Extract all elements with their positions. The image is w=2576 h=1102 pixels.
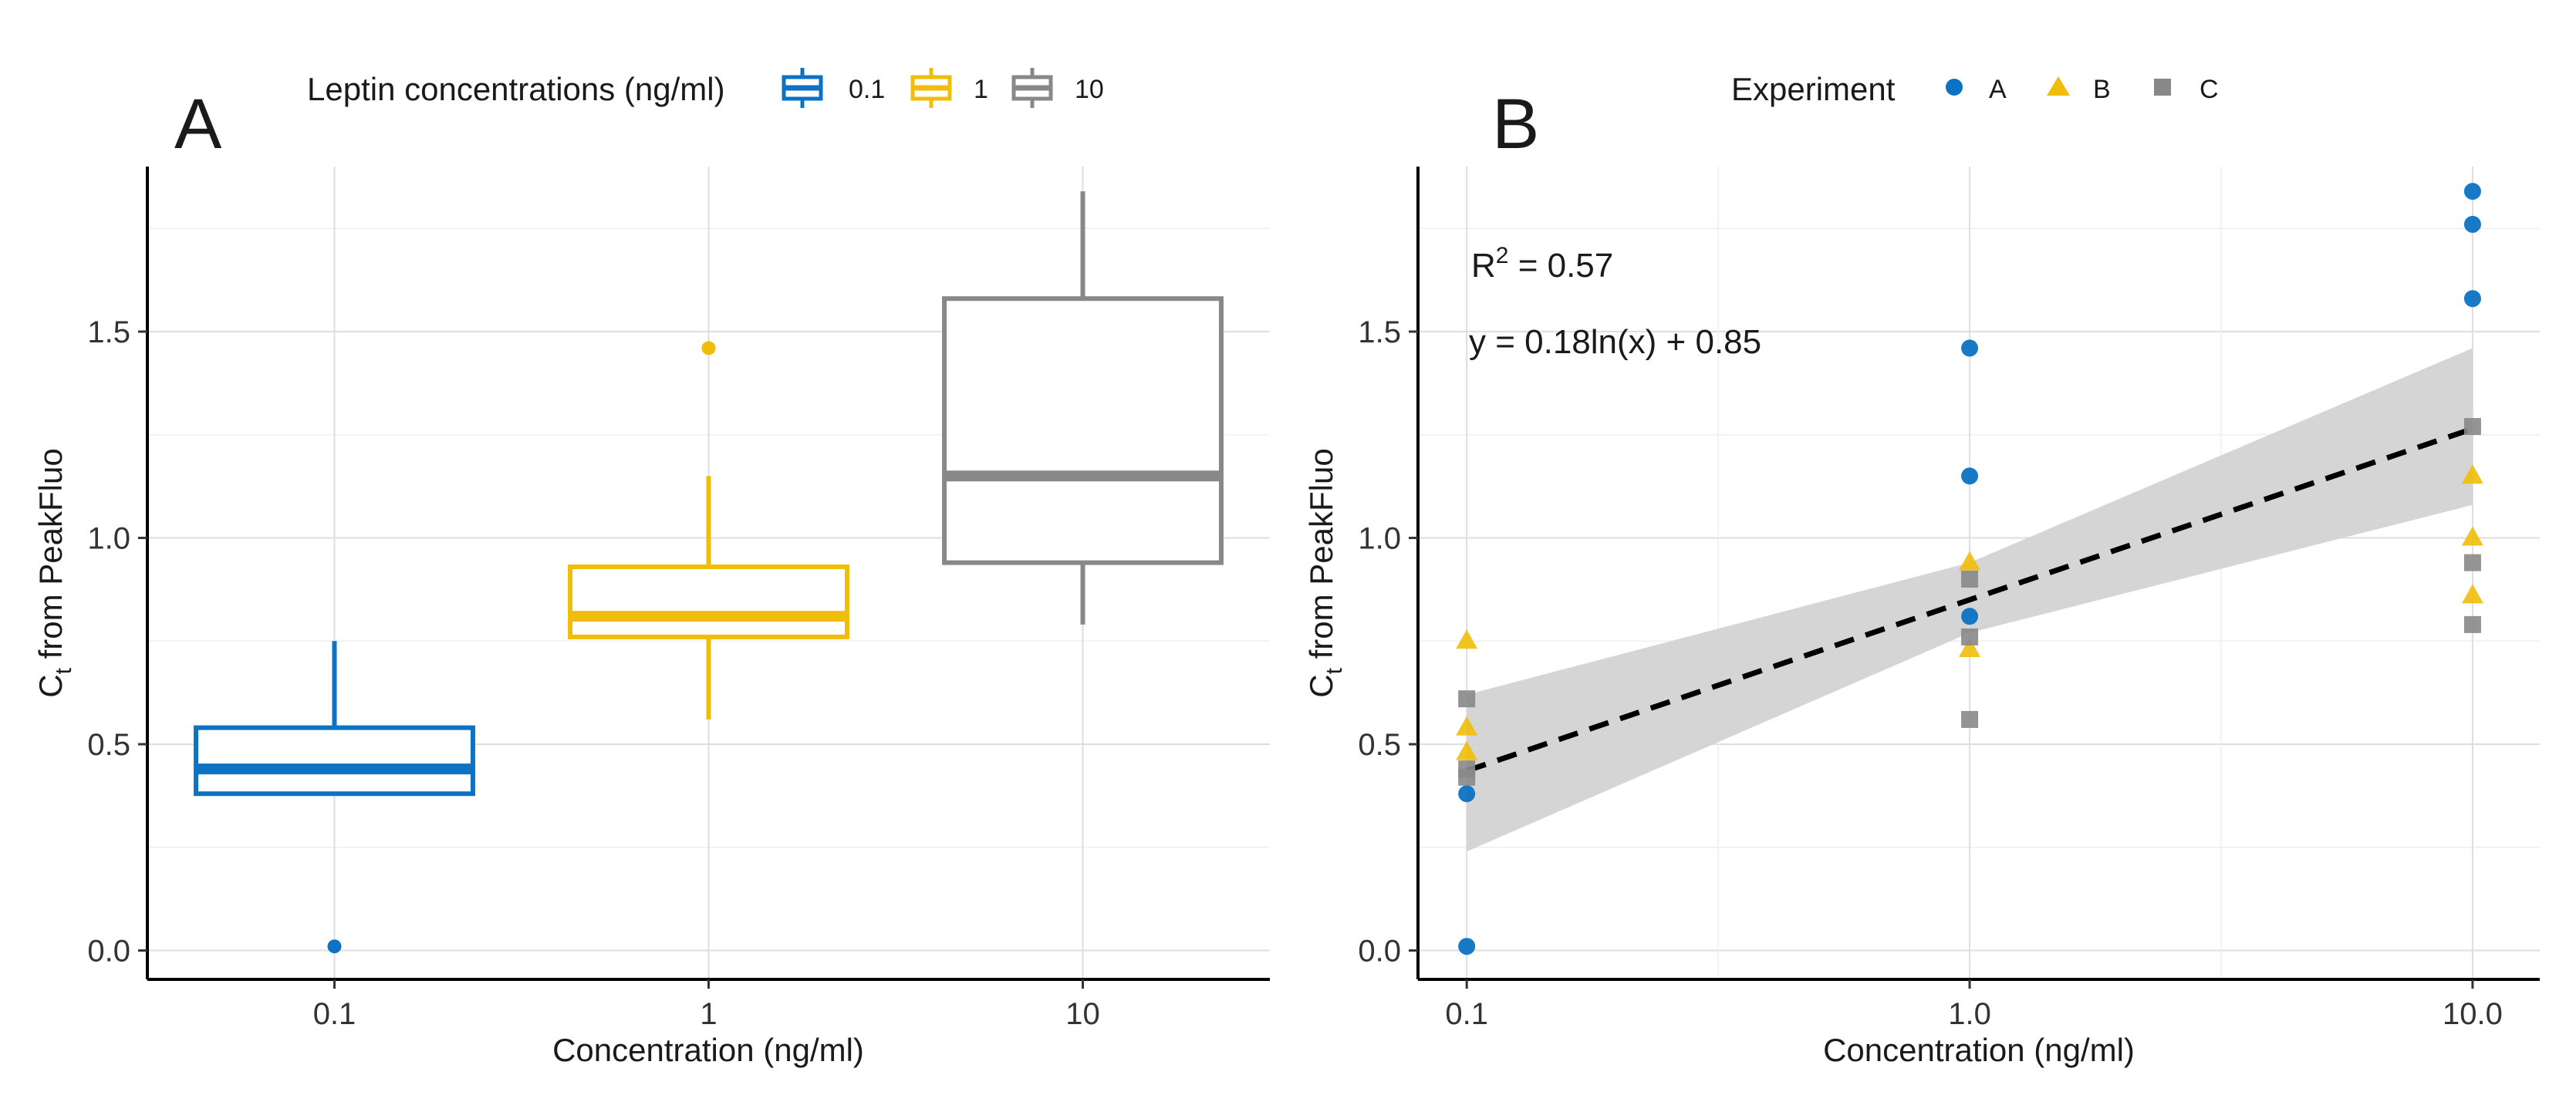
box-iqr — [194, 725, 475, 797]
point-experiment-a — [1458, 938, 1476, 955]
panel-b: B Experiment A B C R2 = 0.57 y = 0.18ln(… — [1303, 71, 2540, 1068]
panel-b-y-tick-label: 0.5 — [1358, 728, 1401, 762]
point-experiment-b — [1456, 629, 1478, 649]
legend-label-1: 1 — [974, 75, 988, 104]
point-experiment-a — [1961, 608, 1979, 625]
panel-a-y-title-rest: from PeakFluo — [32, 448, 69, 668]
point-experiment-b — [1456, 716, 1478, 736]
legend-marker-a — [1946, 79, 1963, 96]
box-iqr — [942, 296, 1224, 565]
point-experiment-b — [1456, 740, 1478, 760]
panel-b-points — [1456, 183, 2483, 955]
panel-b-letter: B — [1492, 85, 1539, 163]
panel-a-x-tick-label: 10 — [1065, 997, 1100, 1031]
box-1 — [568, 341, 849, 720]
legend-key-0.1: 0.1 — [782, 68, 885, 108]
point-experiment-a — [1961, 467, 1979, 485]
panel-b-x-tick-label: 10.0 — [2443, 997, 2503, 1031]
legend-marker-b — [2047, 76, 2070, 96]
legend-label-c: C — [2200, 75, 2219, 104]
point-experiment-c — [2463, 554, 2481, 571]
panel-b-x-tick-label: 0.1 — [1445, 997, 1488, 1031]
regression-line — [1466, 426, 2474, 773]
panel-a-letter: A — [174, 85, 222, 163]
point-experiment-c — [1458, 768, 1476, 786]
panel-a-legend: Leptin concentrations (ng/ml) 0.1 1 — [307, 68, 1104, 108]
point-experiment-b — [1959, 637, 1981, 657]
point-experiment-c — [2463, 615, 2481, 633]
panel-b-y-title-main: C — [1303, 674, 1339, 697]
point-experiment-a — [1961, 339, 1979, 357]
box-10 — [942, 191, 1224, 625]
panel-a-y-axis-title: Ct from PeakFluo — [32, 448, 76, 697]
point-experiment-b — [2461, 526, 2483, 546]
legend-label-b: B — [2093, 75, 2111, 104]
panel-a-y-title-main: C — [32, 674, 69, 697]
r2-value: = 0.57 — [1508, 247, 1613, 285]
panel-b-y-title-rest: from PeakFluo — [1303, 448, 1339, 668]
panel-b-y-title-sub: t — [1322, 667, 1347, 674]
panel-a-y-ticks: 0.0 0.5 1.0 1.5 — [87, 315, 147, 969]
panel-b-legend-title: Experiment — [1731, 71, 1896, 107]
panel-a-legend-title: Leptin concentrations (ng/ml) — [307, 71, 725, 107]
point-experiment-c — [1961, 628, 1979, 645]
panel-a-x-axis-title: Concentration (ng/ml) — [552, 1032, 864, 1068]
legend-label-a: A — [1989, 75, 2007, 104]
panel-a-y-tick-label: 1.0 — [87, 522, 130, 556]
panel-a-legend-keys: 0.1 1 10 — [782, 68, 1104, 108]
point-experiment-b — [2461, 584, 2483, 604]
point-experiment-a — [1458, 785, 1476, 803]
panel-a-y-tick-label: 0.5 — [87, 728, 130, 762]
panel-b-fit-line — [1466, 426, 2474, 773]
panel-a-y-tick-label: 0.0 — [87, 935, 130, 969]
r2-superscript: 2 — [1496, 243, 1509, 268]
panel-a-y-title-sub: t — [51, 667, 76, 674]
panel-a-x-ticks: 0.1 1 10 — [313, 979, 1100, 1031]
panel-b-x-axis-title: Concentration (ng/ml) — [1823, 1032, 2135, 1068]
point-experiment-c — [2463, 418, 2481, 436]
panel-b-y-tick-label: 0.0 — [1358, 935, 1401, 969]
point-experiment-a — [2463, 215, 2481, 233]
point-experiment-c — [1961, 710, 1979, 728]
point-experiment-a — [2463, 183, 2481, 201]
panel-b-y-axis-title: Ct from PeakFluo — [1303, 448, 1347, 697]
legend-label-10: 10 — [1075, 75, 1104, 104]
box-iqr — [568, 564, 849, 639]
panel-b-y-tick-label: 1.0 — [1358, 522, 1401, 556]
panel-a: A Leptin concentrations (ng/ml) 0.1 1 — [32, 68, 1270, 1068]
panel-b-equation-annotation: y = 0.18ln(x) + 0.85 — [1469, 323, 1761, 361]
panel-a-boxes — [194, 191, 1224, 954]
r2-prefix: R — [1471, 247, 1496, 285]
legend-key-1: 1 — [910, 68, 988, 108]
point-experiment-a — [2463, 290, 2481, 308]
legend-label-0.1: 0.1 — [849, 75, 885, 104]
panel-a-y-tick-label: 1.5 — [87, 315, 130, 349]
panel-b-x-ticks: 0.1 1.0 10.0 — [1445, 979, 2503, 1031]
outlier-point — [327, 939, 342, 954]
panel-b-x-tick-label: 1.0 — [1948, 997, 1991, 1031]
panel-a-x-tick-label: 0.1 — [313, 997, 356, 1031]
legend-key-10: 10 — [1011, 68, 1104, 108]
panel-b-y-tick-label: 1.5 — [1358, 315, 1401, 349]
box-0.1 — [194, 641, 475, 954]
point-experiment-c — [1961, 571, 1979, 588]
panel-a-x-tick-label: 1 — [700, 997, 717, 1031]
point-experiment-b — [1959, 551, 1981, 571]
panel-b-r2-annotation: R2 = 0.57 — [1471, 243, 1613, 285]
legend-marker-c — [2154, 79, 2171, 96]
outlier-point — [701, 341, 716, 356]
panel-b-legend: Experiment A B C — [1731, 71, 2219, 107]
point-experiment-c — [1458, 690, 1476, 708]
panel-b-y-ticks: 0.0 0.5 1.0 1.5 — [1358, 315, 1418, 969]
point-experiment-b — [2461, 464, 2483, 484]
